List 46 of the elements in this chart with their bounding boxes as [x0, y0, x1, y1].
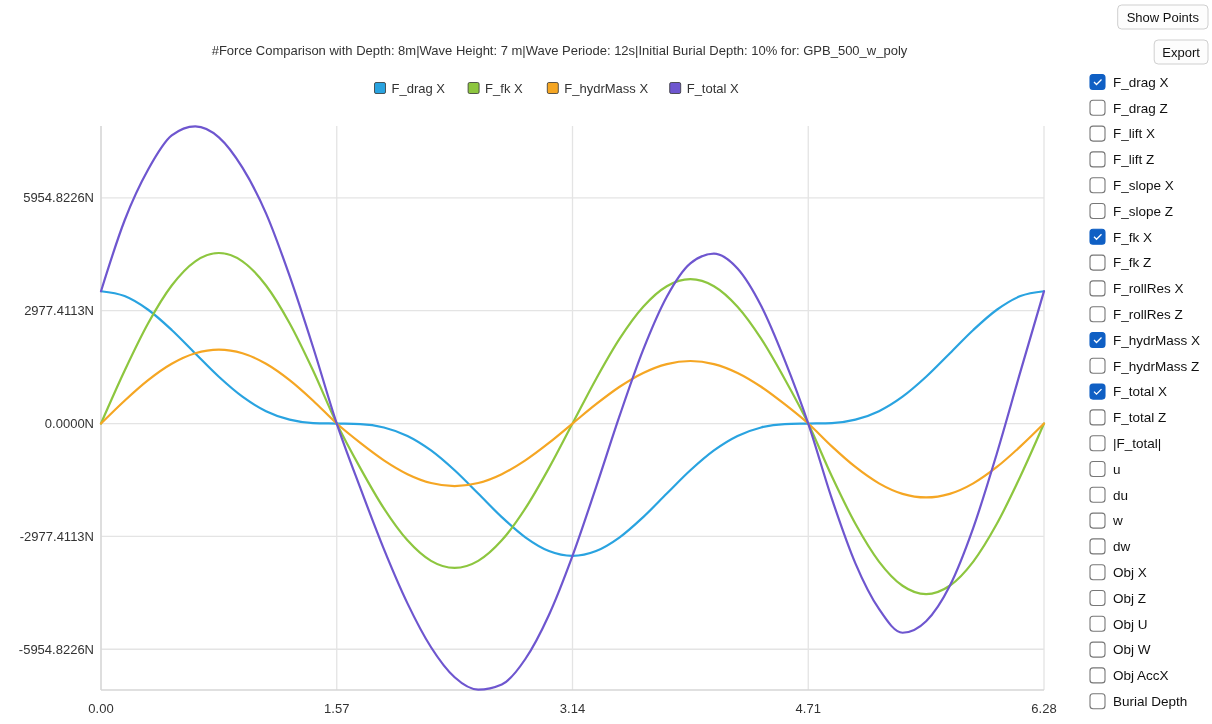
text: F_rollRes X — [1113, 281, 1184, 297]
line-series — [99, 290, 1046, 557]
x-tick-label: 0.00 — [88, 700, 114, 716]
x-tick-label: 4.71 — [795, 700, 821, 716]
text: Obj W — [1113, 642, 1151, 658]
text: du — [1113, 487, 1129, 503]
text: F_total X — [1113, 384, 1168, 400]
text: Obj X — [1113, 564, 1147, 580]
line-series — [99, 348, 1046, 499]
text: Obj U — [1113, 616, 1148, 632]
y-tick-label: 2977.4113N — [24, 303, 94, 319]
text: F_slope X — [1113, 177, 1174, 193]
y-tick-label: 5954.8226N — [23, 190, 94, 206]
text: w — [1112, 513, 1123, 529]
text: F_fk X — [1113, 229, 1153, 245]
legend-label: F_drag X — [391, 80, 446, 96]
text: Obj AccX — [1113, 668, 1169, 684]
text: u — [1113, 461, 1121, 477]
text: F_lift X — [1113, 126, 1156, 142]
text: F_rollRes Z — [1113, 306, 1183, 322]
text: Export — [1162, 44, 1201, 60]
y-tick-label: -5954.8226N — [18, 641, 94, 657]
text: F_drag X — [1113, 74, 1169, 90]
chart-title: #Force Comparison with Depth: 8m|Wave Height: 7 m|Wave Periode: 12s|Initial Burial Depth: 10% for: GPB_500_w_poly — [211, 43, 908, 58]
x-tick-label: 6.28 — [1031, 700, 1057, 716]
text: F_drag Z — [1113, 100, 1168, 116]
line-series — [99, 125, 1046, 691]
text: dw — [1113, 539, 1131, 555]
x-tick-label: 3.14 — [559, 700, 586, 716]
line-series — [99, 251, 1046, 596]
legend-label: F_hydrMass X — [564, 80, 649, 96]
text: F_total Z — [1113, 410, 1167, 426]
text: Show Points — [1126, 9, 1200, 25]
x-tick-label: 1.57 — [324, 700, 350, 716]
text: F_lift Z — [1113, 152, 1155, 168]
y-tick-label: -2977.4113N — [19, 528, 94, 544]
text: F_slope Z — [1113, 203, 1174, 219]
text: Obj Z — [1113, 590, 1147, 606]
text: F_hydrMass Z — [1113, 358, 1200, 374]
text: F_hydrMass X — [1113, 332, 1201, 348]
legend-label: F_fk X — [485, 80, 523, 96]
text: |F_total| — [1113, 435, 1162, 451]
legend-label: F_total X — [686, 80, 740, 96]
y-tick-label: 0.0000N — [44, 416, 94, 432]
text: Burial Depth — [1113, 693, 1188, 709]
text: F_fk Z — [1113, 255, 1152, 271]
